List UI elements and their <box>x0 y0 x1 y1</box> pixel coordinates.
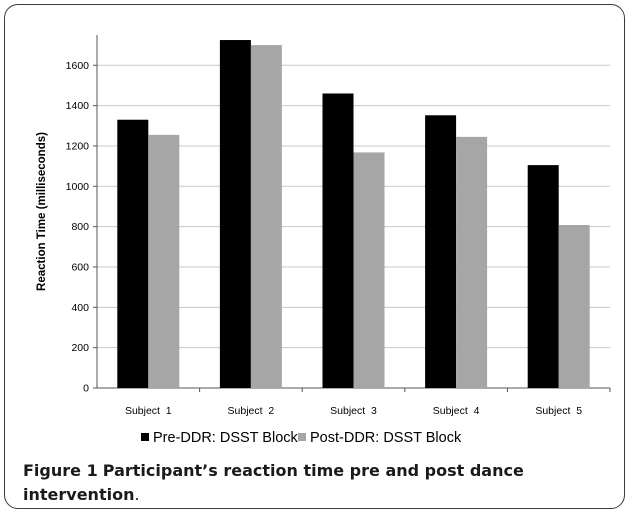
bar-post-1 <box>148 134 180 388</box>
x-tick-labels: Subject 1 Subject 2 Subject 3 Subject 4 Subj… <box>125 405 582 417</box>
x-tick-label: Subject 4 <box>433 405 480 417</box>
bar-pre-1 <box>117 119 149 388</box>
bar-post-4 <box>456 136 488 388</box>
y-tick-labels: 0 200 400 600 800 1000 1200 1400 1600 <box>66 60 90 395</box>
y-tick-label: 1600 <box>66 60 90 72</box>
caption-period: . <box>134 485 140 504</box>
x-tick-label: Subject 2 <box>228 405 275 417</box>
bar-post-3 <box>353 152 385 388</box>
y-tick-label: 800 <box>71 221 89 233</box>
x-tick-label: Subject 1 <box>125 405 172 417</box>
x-tick-label: Subject 5 <box>535 405 582 417</box>
y-axis-label: Reaction Time (milliseconds) <box>36 132 48 291</box>
y-tick-label: 1000 <box>66 181 90 193</box>
bar-pre-3 <box>322 93 354 389</box>
y-tick-label: 200 <box>71 342 89 354</box>
legend-label-pre: Pre-DDR: DSST Block <box>153 430 299 446</box>
bar-pre-5 <box>527 165 559 388</box>
legend-swatch-pre <box>141 433 149 441</box>
x-tick-label: Subject 3 <box>330 405 377 417</box>
legend-swatch-post <box>298 433 306 441</box>
bar-post-2 <box>250 45 282 388</box>
bar-pre-2 <box>219 40 251 389</box>
y-tick-label: 0 <box>83 383 89 395</box>
y-tick-label: 1400 <box>66 100 90 112</box>
figure-caption: Figure 1 Participant’s reaction time pre… <box>23 459 613 507</box>
legend: Pre-DDR: DSST Block Post-DDR: DSST Block <box>141 430 462 446</box>
bar-pre-4 <box>425 115 457 388</box>
bars <box>117 40 590 389</box>
y-tick-label: 400 <box>71 302 89 314</box>
caption-label: Figure 1 <box>23 461 98 480</box>
legend-label-post: Post-DDR: DSST Block <box>310 430 462 446</box>
caption-text: Participant’s reaction time pre and post… <box>23 461 524 504</box>
bar-post-5 <box>558 225 590 388</box>
y-tick-label: 600 <box>71 261 89 273</box>
y-tick-label: 1200 <box>66 140 90 152</box>
